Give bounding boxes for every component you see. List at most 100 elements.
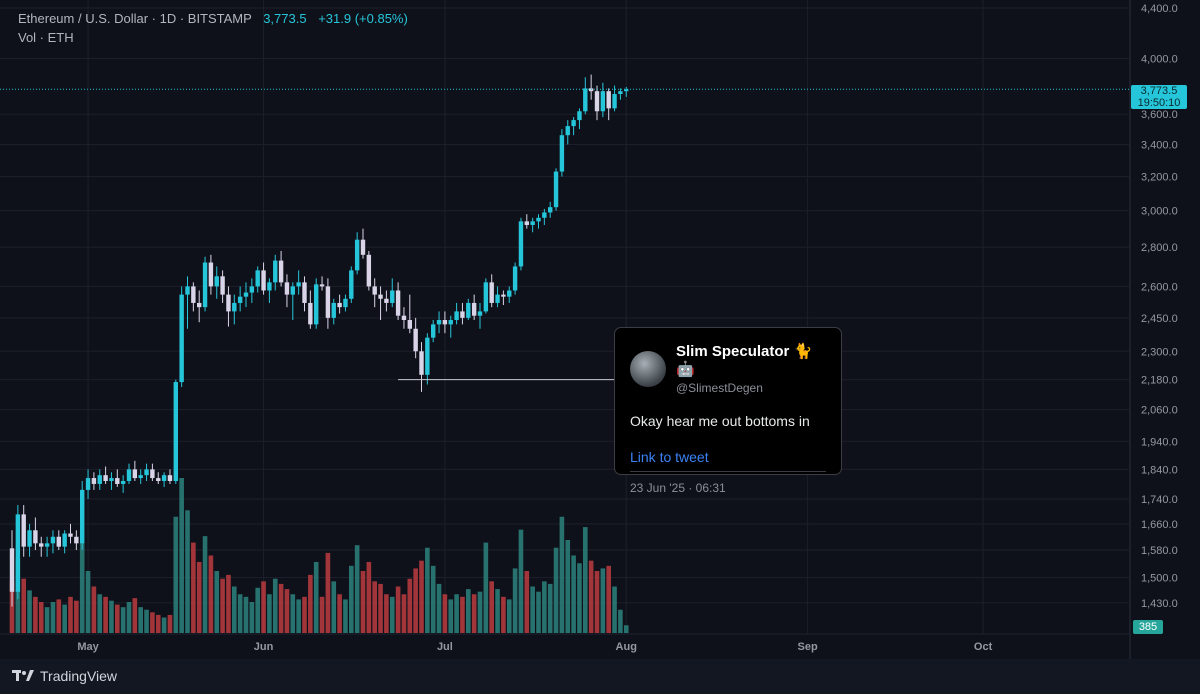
- volume-bar: [501, 596, 506, 633]
- volume-bar: [179, 478, 184, 633]
- volume-bar: [401, 594, 407, 633]
- price-tick-label: 1,740.0: [1141, 494, 1178, 506]
- volume-bar: [623, 625, 629, 633]
- volume-bar: [167, 614, 173, 633]
- candle-body: [390, 290, 395, 303]
- volume-bar: [471, 594, 477, 633]
- volume-bar: [249, 602, 255, 633]
- tradingview-logo[interactable]: TradingView: [12, 668, 117, 684]
- tweet-text: Okay hear me out bottoms in: [630, 413, 810, 429]
- candle-body: [454, 311, 459, 321]
- volume-bar: [243, 596, 249, 633]
- price-tick-label: 1,940.0: [1141, 436, 1178, 448]
- candle-body: [583, 88, 588, 112]
- volume-bar: [349, 565, 354, 633]
- volume-bar: [267, 594, 272, 633]
- candle-body: [349, 270, 354, 299]
- candle-body: [384, 298, 389, 303]
- volume-bar: [343, 599, 348, 633]
- volume-bar: [366, 561, 372, 633]
- footer-bar: [0, 659, 1200, 694]
- candle-body: [126, 469, 132, 482]
- volume-bar: [395, 586, 401, 633]
- candle-body: [553, 171, 559, 208]
- candle-body: [202, 262, 208, 308]
- candle-body: [618, 91, 623, 95]
- volume-bar: [103, 596, 108, 633]
- volume-bar: [483, 542, 489, 633]
- candle-body: [214, 276, 219, 287]
- candle-body: [471, 302, 477, 316]
- volume-bar: [372, 581, 377, 633]
- candle-body: [290, 286, 295, 295]
- candle-body: [571, 120, 576, 127]
- volume-bar: [302, 596, 307, 633]
- candle-body: [442, 320, 448, 325]
- volume-bar: [559, 516, 565, 633]
- tweet-link[interactable]: Link to tweet: [630, 449, 826, 472]
- candle-body: [273, 260, 278, 283]
- symbol-label[interactable]: Ethereum / U.S. Dollar · 1D · BITSTAMP: [18, 11, 252, 26]
- candle-body: [319, 284, 325, 287]
- candle-body: [249, 286, 255, 293]
- price-tick-label: 2,180.0: [1141, 375, 1178, 387]
- candle-body: [267, 282, 272, 291]
- volume-legend[interactable]: Vol · ETH: [18, 30, 74, 45]
- volume-bar: [185, 510, 190, 633]
- volume-bar: [524, 571, 530, 633]
- candle-body: [314, 284, 319, 325]
- volume-bar: [56, 599, 62, 633]
- volume-bar: [173, 516, 179, 633]
- last-price-value: 3,773.5: [1140, 85, 1178, 97]
- volume-bar: [378, 583, 383, 633]
- volume-bar: [360, 571, 366, 633]
- candle-body: [565, 126, 570, 136]
- volume-bar: [196, 561, 202, 633]
- candle-body: [395, 290, 401, 316]
- candle-body: [354, 239, 360, 271]
- volume-bar: [547, 583, 553, 633]
- volume-bar: [530, 586, 535, 633]
- tweet-author-name: Slim Speculator 🐈 🤖: [676, 343, 813, 378]
- volume-bar: [296, 599, 301, 633]
- candle-body: [44, 543, 50, 547]
- volume-bar: [477, 591, 483, 633]
- candlesticks: [9, 74, 629, 607]
- volume-bar: [512, 568, 518, 633]
- candle-body: [156, 478, 161, 482]
- candle-body: [255, 270, 260, 287]
- brand-name: TradingView: [40, 668, 118, 684]
- volume-bar: [109, 600, 114, 633]
- candle-body: [208, 262, 214, 287]
- candle-body: [232, 302, 237, 312]
- volume-bar: [325, 552, 331, 633]
- candle-body: [542, 212, 547, 218]
- candle-body: [237, 296, 243, 303]
- volume-bar: [38, 602, 44, 633]
- price-tick-label: 2,450.0: [1141, 313, 1178, 325]
- volume-bar: [144, 609, 149, 633]
- volume-bar: [454, 594, 459, 633]
- candle-body: [185, 286, 190, 295]
- candle-body: [138, 475, 143, 479]
- volume-bar: [354, 545, 360, 633]
- volume-bar: [120, 607, 126, 633]
- volume-bar: [583, 527, 588, 633]
- volume-bar: [261, 581, 266, 633]
- candle-body: [507, 290, 512, 297]
- candle-body: [483, 282, 489, 312]
- price-tick-label: 1,580.0: [1141, 545, 1178, 557]
- volume-bar: [255, 587, 260, 633]
- chart-legend: Ethereum / U.S. Dollar · 1D · BITSTAMP 3…: [18, 11, 408, 26]
- candle-body: [150, 469, 155, 479]
- volume-bar: [27, 590, 32, 633]
- volume-bar: [571, 555, 576, 633]
- candle-body: [261, 270, 266, 291]
- price-tick-label: 1,660.0: [1141, 519, 1178, 531]
- candle-body: [50, 536, 56, 544]
- candle-body: [401, 315, 407, 321]
- time-tick-label: May: [77, 641, 99, 653]
- candle-body: [220, 276, 225, 295]
- volume-bar: [272, 578, 278, 633]
